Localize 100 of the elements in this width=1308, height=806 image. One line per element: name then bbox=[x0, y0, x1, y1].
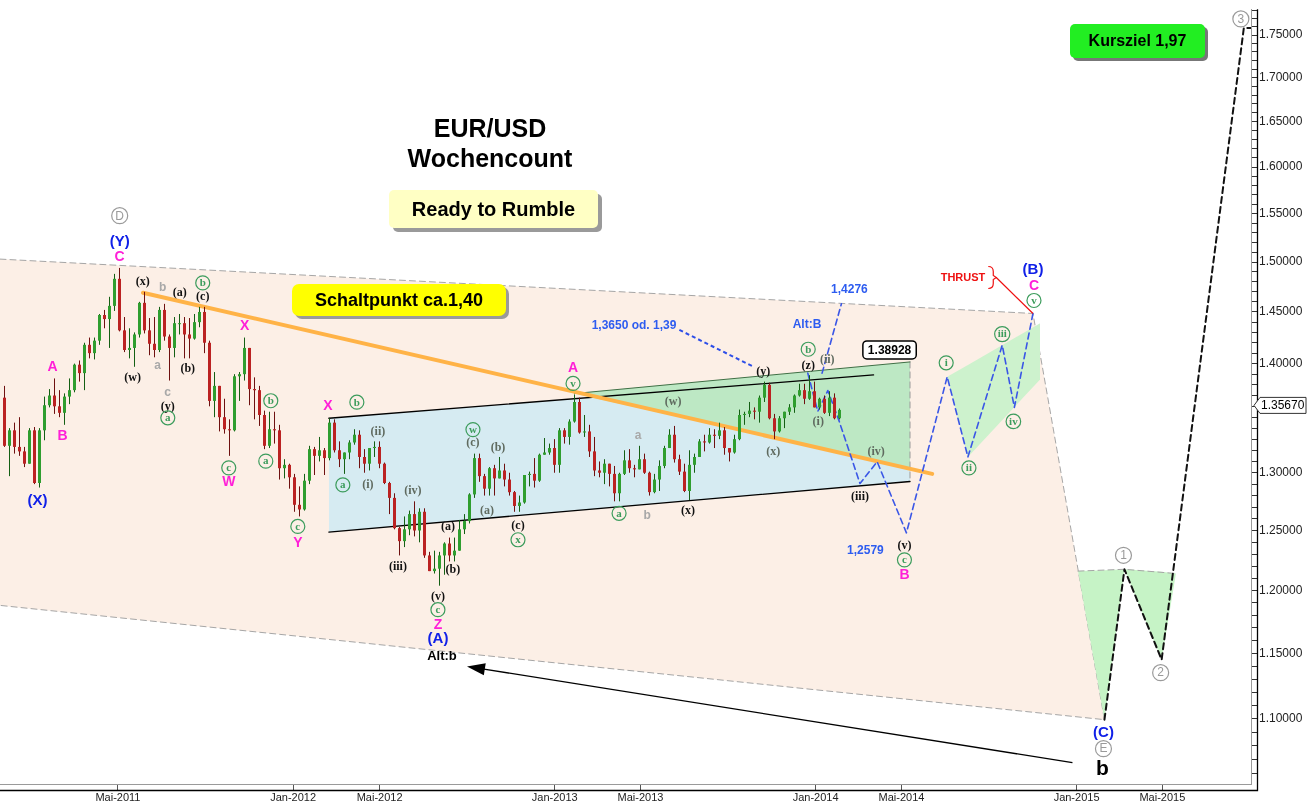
annotation: (B) bbox=[1022, 260, 1044, 278]
x-tick-label: Jan-2015 bbox=[1053, 790, 1100, 803]
annotation: (b) bbox=[445, 562, 461, 577]
annotation: (ii) bbox=[370, 423, 386, 438]
annotation: (c) bbox=[196, 289, 210, 304]
annotation: (w) bbox=[664, 393, 682, 408]
annotation: B bbox=[899, 566, 910, 583]
y-tick-label: 1.15000 bbox=[1259, 645, 1303, 660]
y-tick-label: 1.75000 bbox=[1259, 27, 1303, 42]
annotation: Alt:b bbox=[427, 648, 457, 664]
annotation: w bbox=[468, 422, 477, 435]
annotation: v bbox=[570, 376, 577, 389]
y-tick-label: 1.65000 bbox=[1259, 114, 1303, 129]
annotation: D bbox=[115, 208, 125, 223]
annotation: A bbox=[567, 358, 579, 375]
y-tick-label: 1.45000 bbox=[1259, 304, 1303, 319]
text: EUR/USD Wochencount bbox=[406, 113, 574, 173]
annotation: (i) bbox=[812, 414, 824, 429]
annotation: Alt:B bbox=[792, 317, 822, 332]
annotation: iii bbox=[997, 327, 1007, 340]
annotation: c bbox=[226, 461, 232, 474]
annotation: THRUST bbox=[940, 271, 986, 284]
x-tick-label: Mai-2014 bbox=[878, 790, 925, 803]
annotation: B bbox=[57, 427, 68, 444]
annotation: c bbox=[295, 519, 301, 532]
x-tick-label: Jan-2013 bbox=[531, 790, 578, 803]
text: 1.35670 bbox=[1261, 398, 1305, 413]
annotation: (y) bbox=[756, 364, 771, 379]
annotation: W bbox=[222, 473, 237, 490]
annotation: (v) bbox=[897, 538, 912, 553]
annotation: (a) bbox=[479, 503, 494, 518]
annotation: (iii) bbox=[850, 489, 869, 504]
annotation: (iv) bbox=[404, 482, 422, 497]
annotation: (ii) bbox=[819, 351, 835, 366]
annotation: v bbox=[1031, 293, 1038, 306]
annotation: c bbox=[164, 385, 172, 400]
annotation: 1,2579 bbox=[847, 542, 885, 557]
annotation: a bbox=[154, 358, 162, 373]
annotation: a bbox=[634, 427, 642, 442]
annotation: (i) bbox=[362, 477, 374, 492]
annotation: b bbox=[353, 395, 360, 408]
annotation: iv bbox=[1009, 414, 1019, 427]
y-tick-label: 1.10000 bbox=[1259, 711, 1303, 726]
annotation: a bbox=[263, 454, 270, 467]
x-tick-label: Mai-2013 bbox=[617, 790, 664, 803]
x-tick-label: Jan-2012 bbox=[270, 790, 317, 803]
y-tick-label: 1.40000 bbox=[1259, 355, 1303, 370]
annotation: b bbox=[1096, 755, 1109, 779]
annotation: b bbox=[805, 342, 812, 355]
annotation: A bbox=[47, 357, 58, 374]
x-tick-label: Jan-2014 bbox=[792, 790, 839, 803]
annotation: c bbox=[901, 553, 907, 566]
annotation: i bbox=[944, 356, 948, 369]
annotation: C bbox=[114, 248, 125, 265]
annotation: b bbox=[199, 276, 206, 289]
annotation: (z) bbox=[801, 357, 815, 372]
annotation: (x) bbox=[766, 443, 781, 458]
annotation: (c) bbox=[511, 518, 525, 533]
annotation: (x) bbox=[681, 502, 696, 517]
annotation: (X) bbox=[27, 491, 48, 509]
annotation: (iv) bbox=[867, 444, 885, 459]
annotation: X bbox=[240, 316, 251, 333]
annotation: (C) bbox=[1093, 723, 1114, 741]
annotation: 1,4276 bbox=[831, 281, 869, 296]
annotation: Y bbox=[293, 533, 304, 550]
annotation: (b) bbox=[180, 360, 196, 375]
annotation: (a) bbox=[172, 284, 187, 299]
annotation: b bbox=[159, 279, 167, 294]
annotation: 1 bbox=[1120, 548, 1128, 563]
annotation: Schaltpunkt ca.1,40 bbox=[292, 284, 506, 316]
annotation: (a) bbox=[440, 518, 455, 533]
annotation: Kursziel 1,97 bbox=[1070, 24, 1205, 58]
x-tick-label: Mai-2015 bbox=[1139, 790, 1186, 803]
y-tick-label: 1.55000 bbox=[1259, 206, 1303, 221]
annotation: (v) bbox=[430, 589, 445, 604]
annotation: 3 bbox=[1237, 11, 1245, 26]
annotation: 2 bbox=[1157, 665, 1165, 680]
annotation: a bbox=[616, 506, 623, 519]
annotation: (c) bbox=[466, 435, 480, 450]
y-tick-label: 1.30000 bbox=[1259, 465, 1303, 480]
y-tick-label: 1.25000 bbox=[1259, 522, 1303, 537]
y-tick-label: 1.50000 bbox=[1259, 254, 1303, 269]
annotation: 1.38928 bbox=[867, 342, 912, 357]
annotation: b bbox=[643, 508, 651, 523]
y-tick-label: 1.70000 bbox=[1259, 70, 1303, 85]
annotation: (iii) bbox=[388, 559, 407, 574]
y-tick-label: 1.60000 bbox=[1259, 159, 1303, 174]
annotation: a bbox=[340, 478, 347, 491]
annotation: X bbox=[323, 396, 334, 413]
annotation: (y) bbox=[160, 399, 175, 414]
x-tick-label: Mai-2012 bbox=[356, 790, 403, 803]
annotation: (Y) bbox=[109, 231, 130, 249]
annotation: 1,3650 od. 1,39 bbox=[591, 317, 677, 332]
annotation: (x) bbox=[135, 274, 150, 289]
annotation: b bbox=[267, 394, 274, 407]
x-tick-label: Mai-2011 bbox=[95, 790, 141, 803]
annotation: c bbox=[435, 603, 441, 616]
annotation: ii bbox=[965, 461, 972, 474]
annotation: (w) bbox=[124, 370, 142, 385]
annotation: E bbox=[1099, 741, 1108, 756]
